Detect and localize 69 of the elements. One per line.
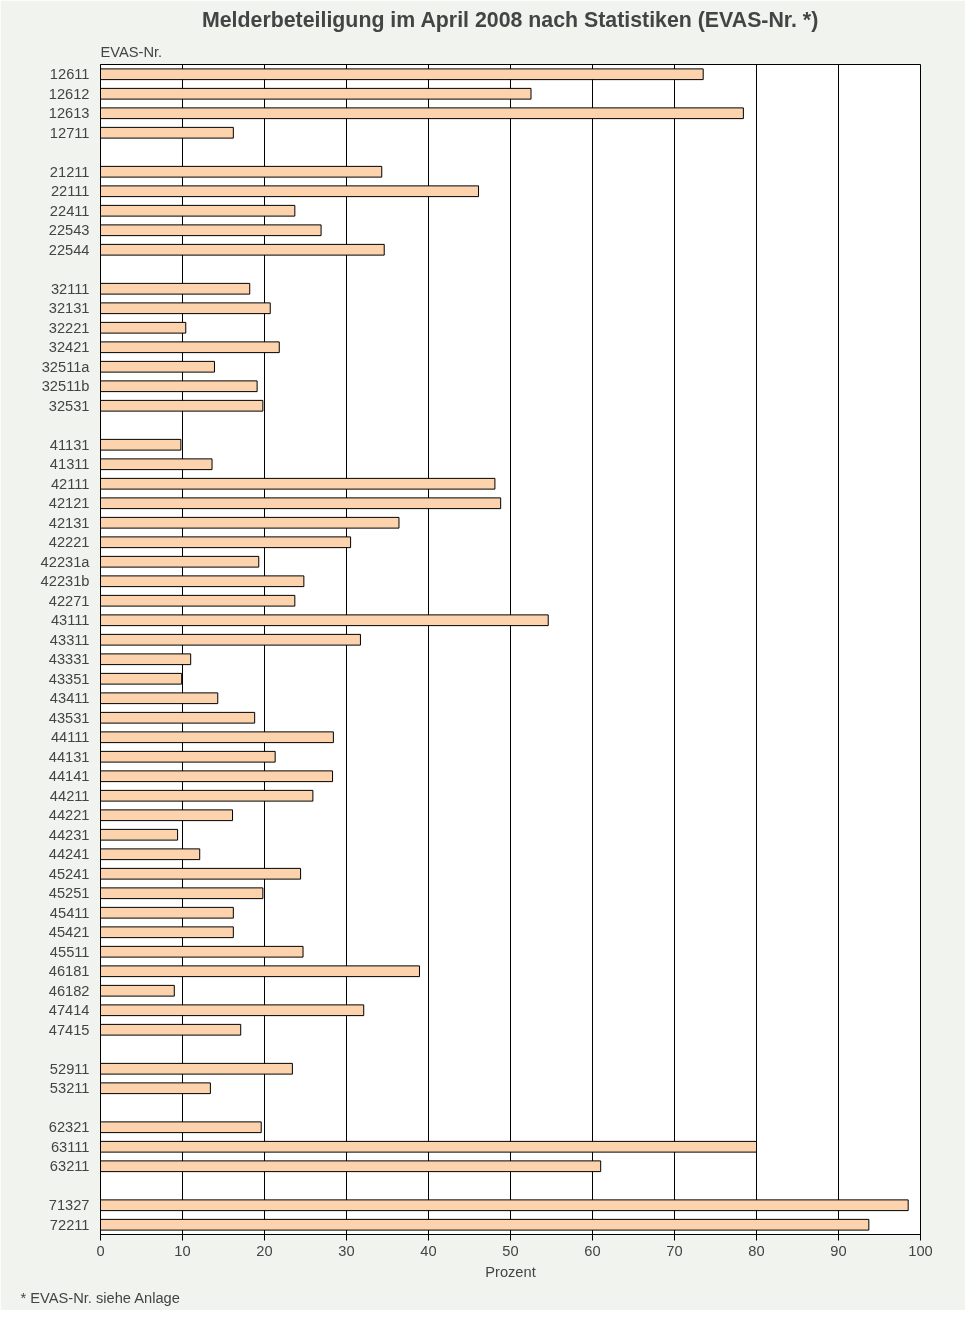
x-axis-title: Prozent bbox=[485, 1263, 536, 1280]
y-tick-label: 42231a bbox=[40, 553, 91, 570]
x-tick-label: 60 bbox=[584, 1242, 601, 1259]
y-tick-label: 12612 bbox=[48, 85, 90, 102]
y-tick-label: 12711 bbox=[49, 124, 90, 141]
y-tick-label: 43531 bbox=[48, 709, 90, 726]
y-tick-label: 44111 bbox=[50, 729, 90, 746]
x-tick-label: 30 bbox=[338, 1242, 355, 1259]
y-tick-label: 45511 bbox=[49, 943, 90, 960]
y-tick-label: 32421 bbox=[48, 339, 90, 356]
y-tick-label: 32221 bbox=[48, 319, 90, 336]
x-tick-label: 20 bbox=[256, 1242, 273, 1259]
y-tick-label: 44141 bbox=[48, 768, 90, 785]
y-tick-label: 43111 bbox=[50, 612, 90, 629]
y-tick-label: 71327 bbox=[48, 1197, 90, 1214]
y-tick-label: 41311 bbox=[49, 456, 90, 473]
x-tick-label: 90 bbox=[830, 1242, 847, 1259]
y-tick-label: 52911 bbox=[49, 1060, 90, 1077]
y-tick-label: 22543 bbox=[48, 222, 90, 239]
x-tick-label: 100 bbox=[908, 1242, 933, 1259]
y-tick-label: 12613 bbox=[48, 105, 90, 122]
y-axis-title: EVAS-Nr. bbox=[100, 43, 163, 60]
y-tick-label: 32131 bbox=[48, 300, 90, 317]
y-tick-label: 45411 bbox=[49, 904, 90, 921]
y-tick-label: 44211 bbox=[49, 787, 90, 804]
x-tick-label: 40 bbox=[420, 1242, 437, 1259]
x-tick-label: 10 bbox=[174, 1242, 191, 1259]
y-tick-label: 63111 bbox=[50, 1138, 90, 1155]
y-tick-label: 45251 bbox=[48, 885, 90, 902]
x-tick-label: 0 bbox=[96, 1242, 105, 1259]
y-tick-label: 42131 bbox=[48, 514, 90, 531]
y-tick-label: 42271 bbox=[48, 592, 90, 609]
y-tick-label: 62321 bbox=[48, 1119, 90, 1136]
y-tick-label: 44221 bbox=[48, 807, 90, 824]
x-tick-label: 50 bbox=[502, 1242, 519, 1259]
y-tick-label: 42231b bbox=[40, 573, 90, 590]
y-tick-label: 44241 bbox=[48, 846, 90, 863]
y-tick-label: 42111 bbox=[50, 475, 90, 492]
y-tick-label: 22411 bbox=[49, 202, 90, 219]
y-tick-label: 32531 bbox=[48, 397, 90, 414]
text: * EVAS-Nr. siehe Anlage bbox=[20, 1289, 180, 1306]
y-tick-label: 42221 bbox=[48, 534, 90, 551]
y-tick-label: 22111 bbox=[50, 183, 90, 200]
y-tick-label: 72211 bbox=[49, 1216, 90, 1233]
y-tick-label: 21211 bbox=[49, 163, 90, 180]
y-tick-label: 32511a bbox=[41, 358, 91, 375]
chart-title: Melderbeteiligung im April 2008 nach Statistiken (EVAS-Nr. *) bbox=[201, 7, 819, 32]
x-tick-label: 70 bbox=[666, 1242, 683, 1259]
y-tick-label: 45241 bbox=[48, 865, 90, 882]
y-tick-label: 43411 bbox=[49, 690, 90, 707]
y-tick-label: 46182 bbox=[48, 982, 90, 999]
y-tick-label: 32111 bbox=[50, 280, 90, 297]
y-tick-label: 43351 bbox=[48, 670, 90, 687]
y-tick-label: 43331 bbox=[48, 651, 90, 668]
y-tick-label: 42121 bbox=[48, 495, 90, 512]
y-tick-label: 63211 bbox=[49, 1158, 90, 1175]
y-tick-label: 12611 bbox=[49, 66, 90, 83]
y-tick-label: 22544 bbox=[48, 241, 90, 258]
y-tick-label: 47415 bbox=[48, 1021, 90, 1038]
y-tick-label: 32511b bbox=[41, 378, 90, 395]
y-tick-label: 41131 bbox=[49, 436, 90, 453]
y-tick-label: 44231 bbox=[48, 826, 90, 843]
y-tick-label: 45421 bbox=[48, 924, 90, 941]
y-tick-label: 47414 bbox=[48, 1002, 90, 1019]
y-tick-label: 43311 bbox=[49, 631, 90, 648]
y-tick-label: 53211 bbox=[49, 1080, 90, 1097]
y-tick-label: 44131 bbox=[48, 748, 90, 765]
x-tick-label: 80 bbox=[748, 1242, 765, 1259]
y-tick-label: 46181 bbox=[48, 963, 90, 980]
